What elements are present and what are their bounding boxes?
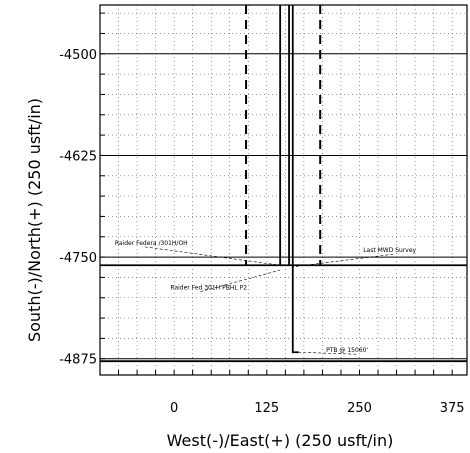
x-tick-label: 375	[440, 401, 465, 416]
annotation-label: PTB @ 15060'	[326, 347, 368, 354]
annotations: Raider Federa /301H/OH Last MWD Survey Rai…	[115, 240, 417, 355]
axes	[99, 4, 468, 376]
x-tick-label: 0	[170, 401, 178, 416]
grid	[99, 5, 467, 375]
x-axis-title: West(-)/East(+) (250 usft/in)	[167, 431, 394, 450]
annotation-leader	[144, 246, 281, 266]
tick-labels: 0 125 250 375 -4500 -4625 -4750 -4875	[59, 48, 464, 416]
y-tick-label: -4625	[59, 149, 97, 164]
y-tick-label: -4875	[59, 353, 97, 368]
series-layer	[100, 5, 467, 363]
annotation-label: Raider Federa /301H/OH	[115, 240, 188, 247]
annotation-label: Last MWD Survey	[363, 247, 416, 254]
wellpath-line	[291, 5, 299, 354]
y-tick-label: -4750	[59, 251, 97, 266]
plot-frame	[99, 4, 468, 376]
y-tick-label: -4500	[59, 48, 97, 63]
annotation-leader	[298, 351, 357, 355]
annotation-label: Raider Fed 301H PBHL P2	[170, 285, 247, 292]
annotation-leader	[292, 253, 394, 268]
x-tick-label: 250	[347, 401, 372, 416]
y-axis-title: South(-)/North(+) (250 usft/in)	[25, 98, 44, 342]
x-tick-label: 125	[254, 401, 279, 416]
annotation-leader	[200, 269, 281, 292]
